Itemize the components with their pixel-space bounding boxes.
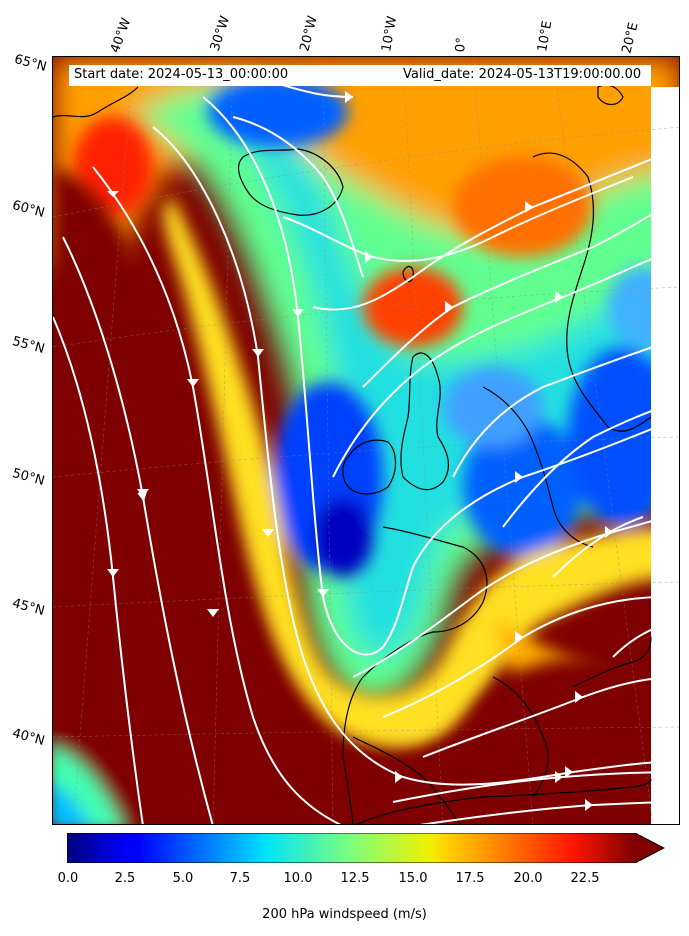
colorbar-tick-22-5: 22.5 — [570, 871, 600, 886]
colorbar-extend-arrow — [635, 833, 664, 863]
colorbar-tick-0: 0.0 — [57, 871, 79, 886]
lon-label-20w: 20°W — [297, 14, 321, 53]
lon-label-40w: 40°W — [107, 16, 135, 55]
lon-label-10w: 10°W — [379, 15, 401, 54]
map-panel: Start date: 2024-05-13_00:00:00 Valid_da… — [52, 56, 680, 825]
lat-label-60n: 60°N — [10, 198, 47, 221]
colorbar-tick-5: 5.0 — [172, 871, 194, 886]
colorbar-label: 200 hPa windspeed (m/s) — [262, 907, 427, 922]
lon-label-20e: 20°E — [619, 21, 642, 55]
lat-label-45n: 45°N — [10, 596, 47, 619]
lon-label-30w: 30°W — [207, 14, 234, 53]
graticule — [53, 57, 679, 824]
coastlines — [53, 84, 652, 824]
valid-date-label: Valid_date: 2024-05-13T19:00:00.00 — [403, 67, 642, 82]
streamline-arrows — [107, 91, 613, 811]
lon-label-10e: 10°E — [535, 19, 556, 54]
lat-label-65n: 65°N — [12, 52, 49, 75]
colorbar-tick-10: 10.0 — [283, 871, 313, 886]
header-band — [69, 65, 651, 86]
colorbar-tick-2-5: 2.5 — [114, 871, 136, 886]
colorbar-tick-12-5: 12.5 — [340, 871, 370, 886]
start-date-label: Start date: 2024-05-13_00:00:00 — [74, 67, 289, 82]
windspeed-map — [53, 57, 679, 824]
colorbar — [67, 833, 665, 863]
colorbar-tick-7-5: 7.5 — [229, 871, 251, 886]
colorbar-tick-20: 20.0 — [513, 871, 543, 886]
colorbar-gradient — [67, 833, 635, 863]
colorbar-tick-17-5: 17.5 — [455, 871, 485, 886]
lat-label-50n: 50°N — [10, 466, 47, 489]
lat-label-40n: 40°N — [10, 726, 47, 749]
lat-label-55n: 55°N — [10, 334, 47, 357]
colorbar-tick-15: 15.0 — [398, 871, 428, 886]
lon-label-0: 0° — [453, 36, 470, 53]
windspeed-field — [53, 57, 679, 824]
